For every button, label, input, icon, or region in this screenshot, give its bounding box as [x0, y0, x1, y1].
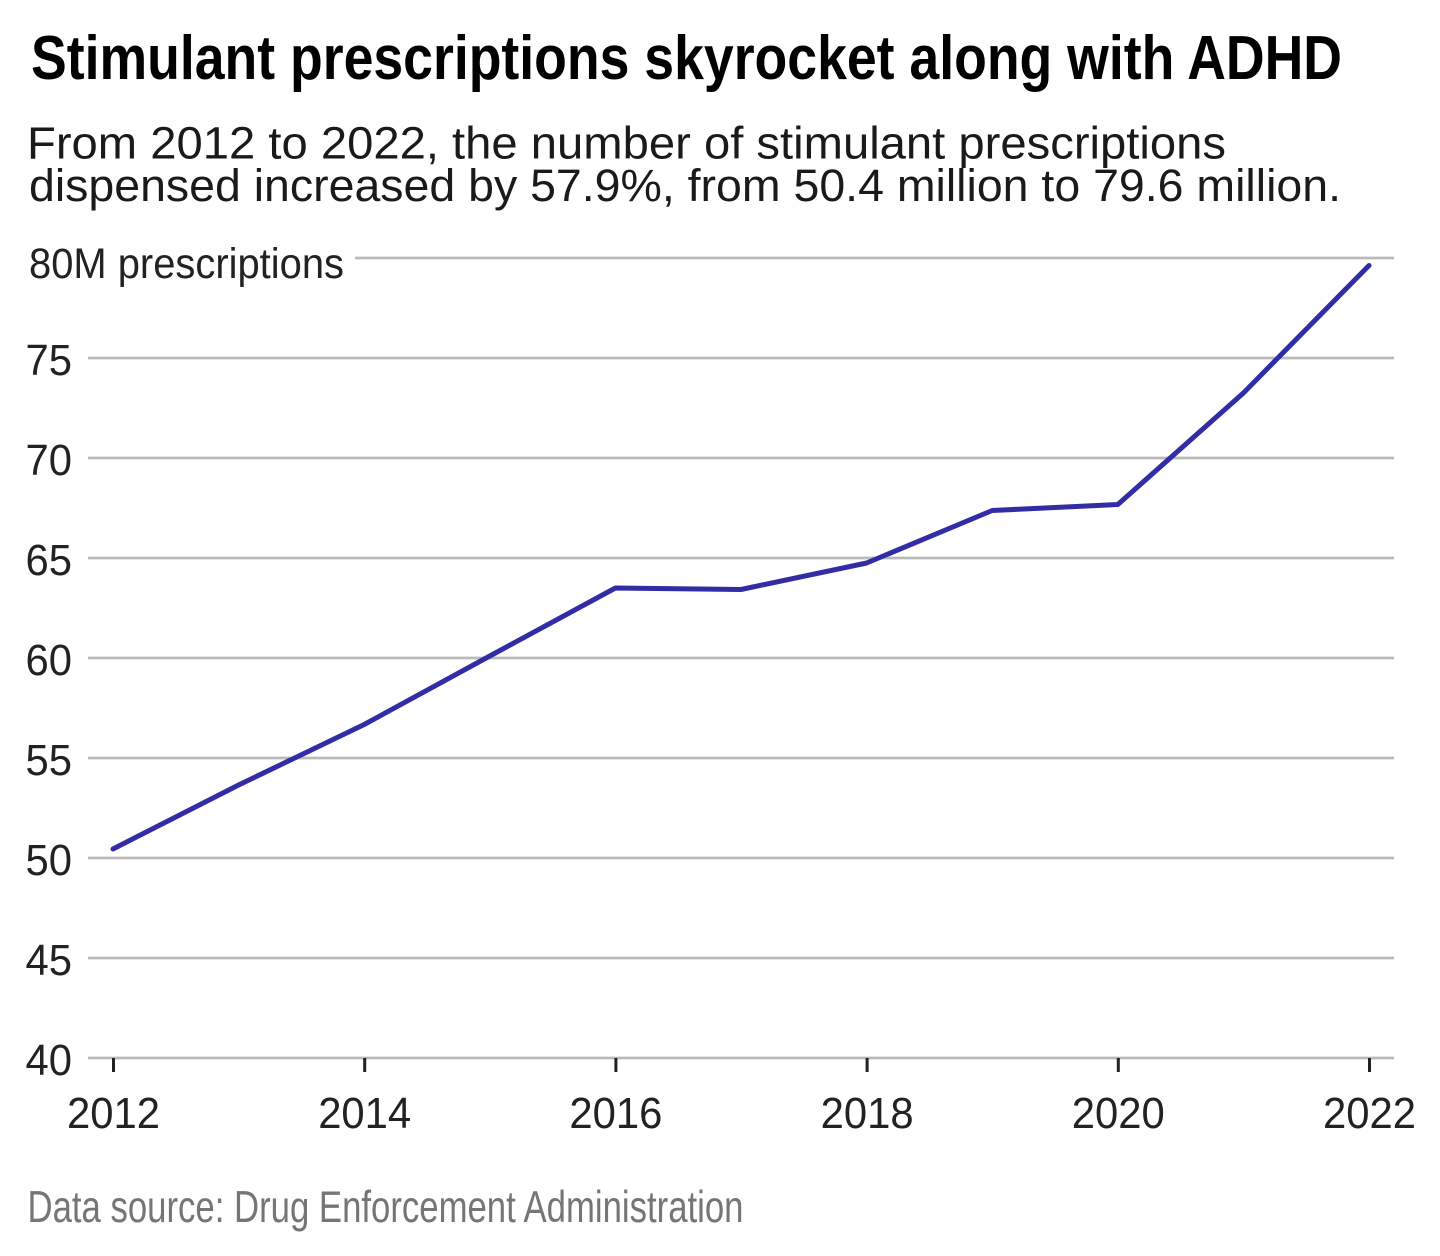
svg-text:2020: 2020 [1072, 1090, 1165, 1138]
svg-text:45: 45 [26, 937, 73, 985]
svg-text:2016: 2016 [569, 1090, 662, 1138]
svg-text:2014: 2014 [318, 1090, 411, 1138]
svg-text:dispensed increased by 57.9%,: dispensed increased by 57.9%, from 50.4 … [29, 160, 1341, 211]
svg-text:80M prescriptions: 80M prescriptions [29, 241, 344, 288]
svg-text:2012: 2012 [67, 1090, 160, 1138]
svg-text:2022: 2022 [1323, 1090, 1416, 1138]
svg-text:Stimulant prescriptions skyroc: Stimulant prescriptions skyrocket along … [31, 23, 1342, 93]
svg-text:From 2012 to 2022, the number: From 2012 to 2022, the number of stimula… [27, 118, 1226, 169]
svg-text:2018: 2018 [821, 1090, 914, 1138]
svg-text:70: 70 [26, 437, 73, 485]
svg-text:Data source: Drug Enforcement: Data source: Drug Enforcement Administra… [28, 1182, 744, 1232]
svg-text:60: 60 [26, 637, 73, 685]
svg-text:50: 50 [26, 837, 73, 885]
svg-text:40: 40 [26, 1037, 73, 1085]
svg-text:65: 65 [26, 537, 73, 585]
svg-text:75: 75 [26, 337, 73, 385]
svg-text:55: 55 [26, 737, 73, 785]
